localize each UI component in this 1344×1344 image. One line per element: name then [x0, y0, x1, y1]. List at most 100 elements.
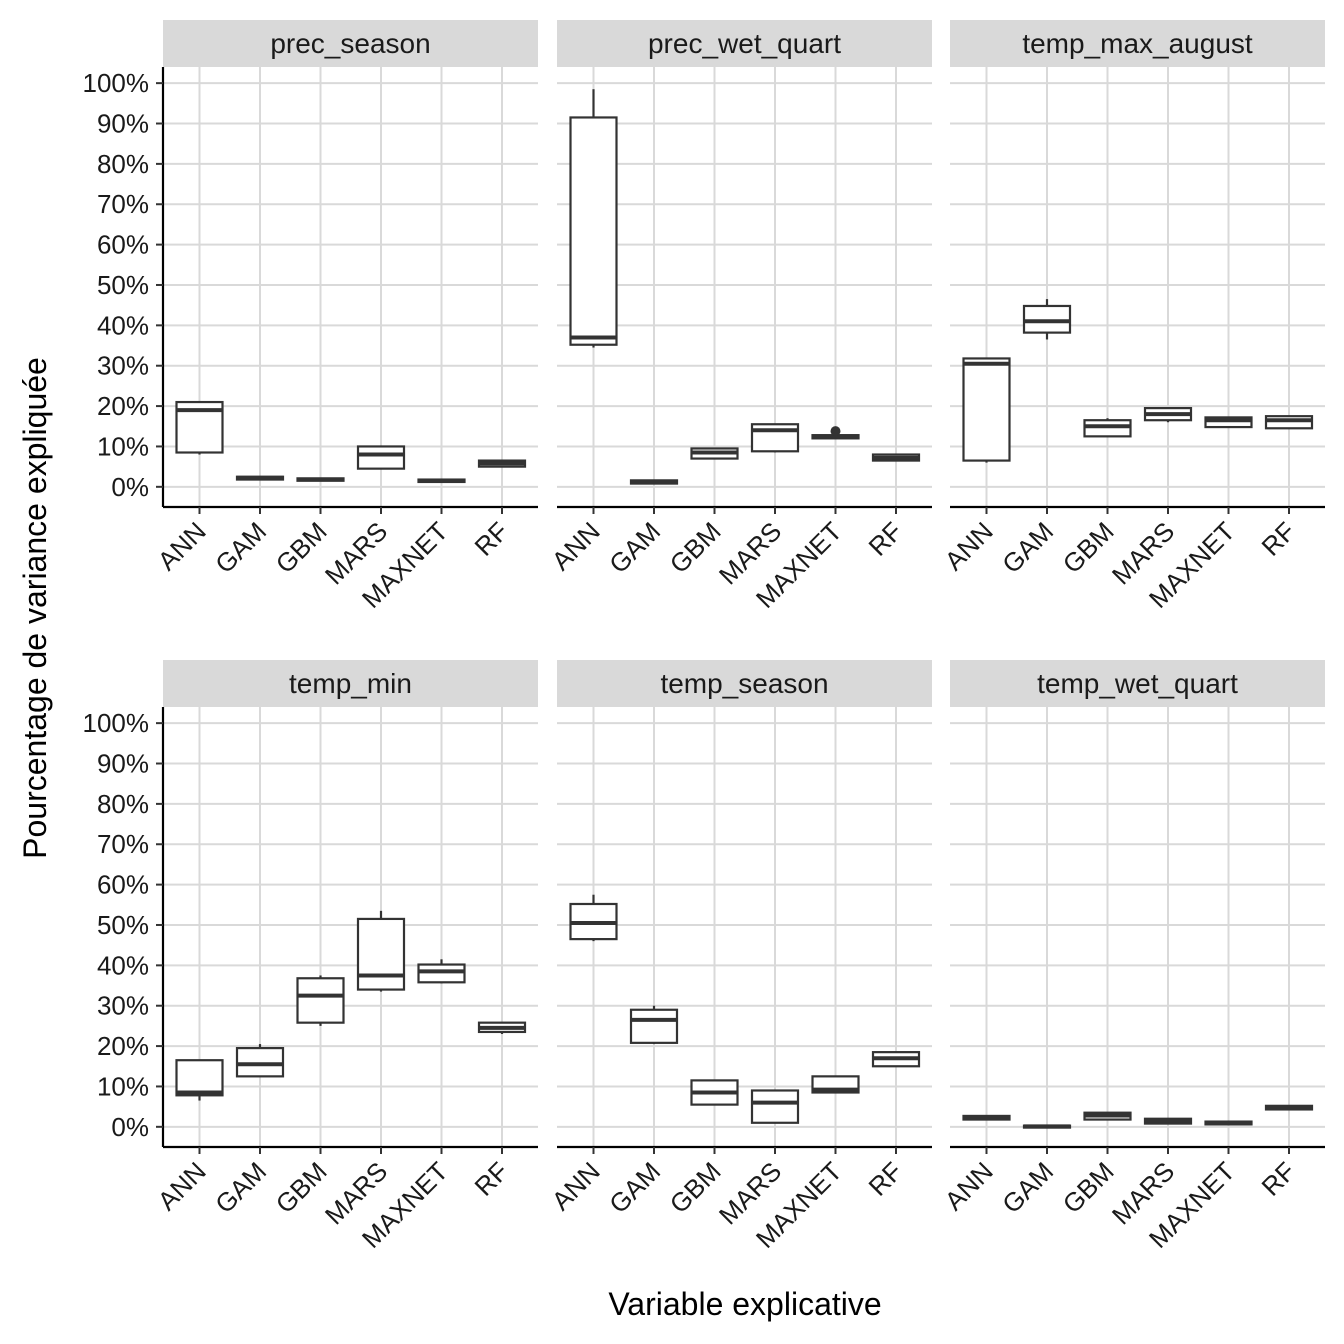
boxplot-rf	[871, 1051, 921, 1068]
boxplot-ann	[569, 89, 618, 348]
boxplot-rf	[1264, 1104, 1314, 1111]
boxplot-maxnet	[1204, 416, 1253, 429]
boxplot-gbm	[296, 975, 345, 1026]
box-iqr	[962, 357, 1011, 462]
y-tick-label: 50%	[97, 910, 149, 940]
boxplot-gam	[1022, 299, 1072, 340]
boxplot-gam	[235, 1044, 285, 1078]
y-tick-label: 50%	[97, 270, 149, 300]
panel-title: temp_min	[289, 668, 412, 699]
y-tick-label: 30%	[97, 351, 149, 381]
boxplot-maxnet	[811, 426, 860, 440]
boxplot-gbm	[1083, 1111, 1132, 1121]
y-tick-label: 10%	[97, 1071, 149, 1101]
boxplot-gbm	[690, 1079, 739, 1106]
y-tick-label: 100%	[83, 708, 150, 738]
panel-strip	[557, 660, 932, 707]
panel-temp-min: temp_min 0% 10% 20% 30% 40% 50% 60% 70% 80% 90% 100…	[83, 660, 538, 1254]
y-tick-label: 90%	[97, 109, 149, 139]
y-tick-label: 40%	[97, 310, 149, 340]
boxplot-ann	[962, 1114, 1011, 1121]
y-tick-label: 70%	[97, 829, 149, 859]
boxplot-maxnet	[417, 959, 466, 984]
y-tick-label: 20%	[97, 1031, 149, 1061]
boxplot-gbm	[690, 447, 739, 460]
box-iqr	[1022, 304, 1072, 334]
boxplot-ann	[175, 400, 224, 455]
x-axis-title: Variable explicative	[608, 1286, 881, 1322]
y-tick-label: 80%	[97, 149, 149, 179]
boxplot-gam	[1022, 1124, 1072, 1129]
panel-strip	[950, 20, 1325, 67]
y-tick-label: 60%	[97, 870, 149, 900]
outlier-point	[830, 426, 841, 437]
x-tick-label: ANN	[546, 516, 606, 576]
x-tick-label: ANN	[152, 516, 212, 576]
x-tick-label: GAM	[209, 516, 272, 579]
x-tick-label: RF	[863, 1156, 909, 1202]
box-iqr	[296, 977, 345, 1024]
x-tick-label: ANN	[152, 1156, 212, 1216]
boxplot-gbm	[296, 477, 345, 482]
x-tick-label: GAM	[996, 1156, 1059, 1219]
boxplot-mars	[750, 423, 800, 453]
boxplot-mars	[356, 910, 406, 992]
boxplot-ann	[175, 1059, 224, 1101]
x-tick-label: RF	[1256, 1156, 1302, 1202]
y-tick-label: 0%	[111, 1112, 149, 1142]
boxplot-rf	[477, 459, 527, 468]
box-iqr	[356, 445, 406, 470]
x-tick-label: RF	[469, 1156, 515, 1202]
panel-title: temp_season	[660, 668, 828, 699]
box-iqr	[750, 1089, 800, 1124]
boxplot-gam	[629, 1005, 679, 1045]
boxplot-gam	[235, 475, 285, 481]
boxplot-mars	[1143, 407, 1193, 423]
y-tick-label: 40%	[97, 950, 149, 980]
y-tick-label: 10%	[97, 431, 149, 461]
boxplot-rf	[871, 453, 921, 462]
panel-title: prec_season	[270, 28, 430, 59]
panel-strip	[557, 20, 932, 67]
box-iqr	[417, 963, 466, 984]
y-tick-label: 90%	[97, 749, 149, 779]
box-iqr	[629, 1008, 679, 1044]
panel-strip	[163, 20, 538, 67]
x-tick-label: ANN	[939, 1156, 999, 1216]
boxplot-mars	[750, 1089, 800, 1124]
boxplot-ann	[962, 357, 1011, 463]
panel-prec-season: prec_season 0% 10% 20% 30% 40% 50% 60% 70% 80% 90%…	[83, 20, 538, 614]
panel-title: temp_max_august	[1022, 28, 1253, 59]
box-iqr	[175, 1059, 224, 1097]
panel-title: prec_wet_quart	[648, 28, 841, 59]
boxplot-rf	[477, 1021, 527, 1034]
panel-strip	[950, 660, 1325, 707]
x-tick-label: ANN	[939, 516, 999, 576]
y-tick-label: 30%	[97, 991, 149, 1021]
boxplot-mars	[356, 445, 406, 470]
y-tick-label: 80%	[97, 789, 149, 819]
boxplot-maxnet	[417, 478, 466, 484]
boxplot-maxnet	[811, 1075, 860, 1094]
y-tick-label: 100%	[83, 68, 150, 98]
x-tick-label: GAM	[603, 1156, 666, 1219]
x-tick-label: GAM	[209, 1156, 272, 1219]
box-iqr	[235, 1047, 285, 1078]
boxplot-ann	[569, 894, 618, 942]
x-tick-label: ANN	[546, 1156, 606, 1216]
panel-strip	[163, 660, 538, 707]
y-tick-label: 70%	[97, 189, 149, 219]
y-tick-label: 20%	[97, 391, 149, 421]
box-iqr	[1204, 416, 1253, 429]
box-iqr	[1083, 419, 1132, 438]
panel-title: temp_wet_quart	[1037, 668, 1238, 699]
y-tick-label: 0%	[111, 472, 149, 502]
box-iqr	[356, 917, 406, 991]
x-tick-label: RF	[1256, 516, 1302, 562]
box-iqr	[1264, 415, 1314, 430]
